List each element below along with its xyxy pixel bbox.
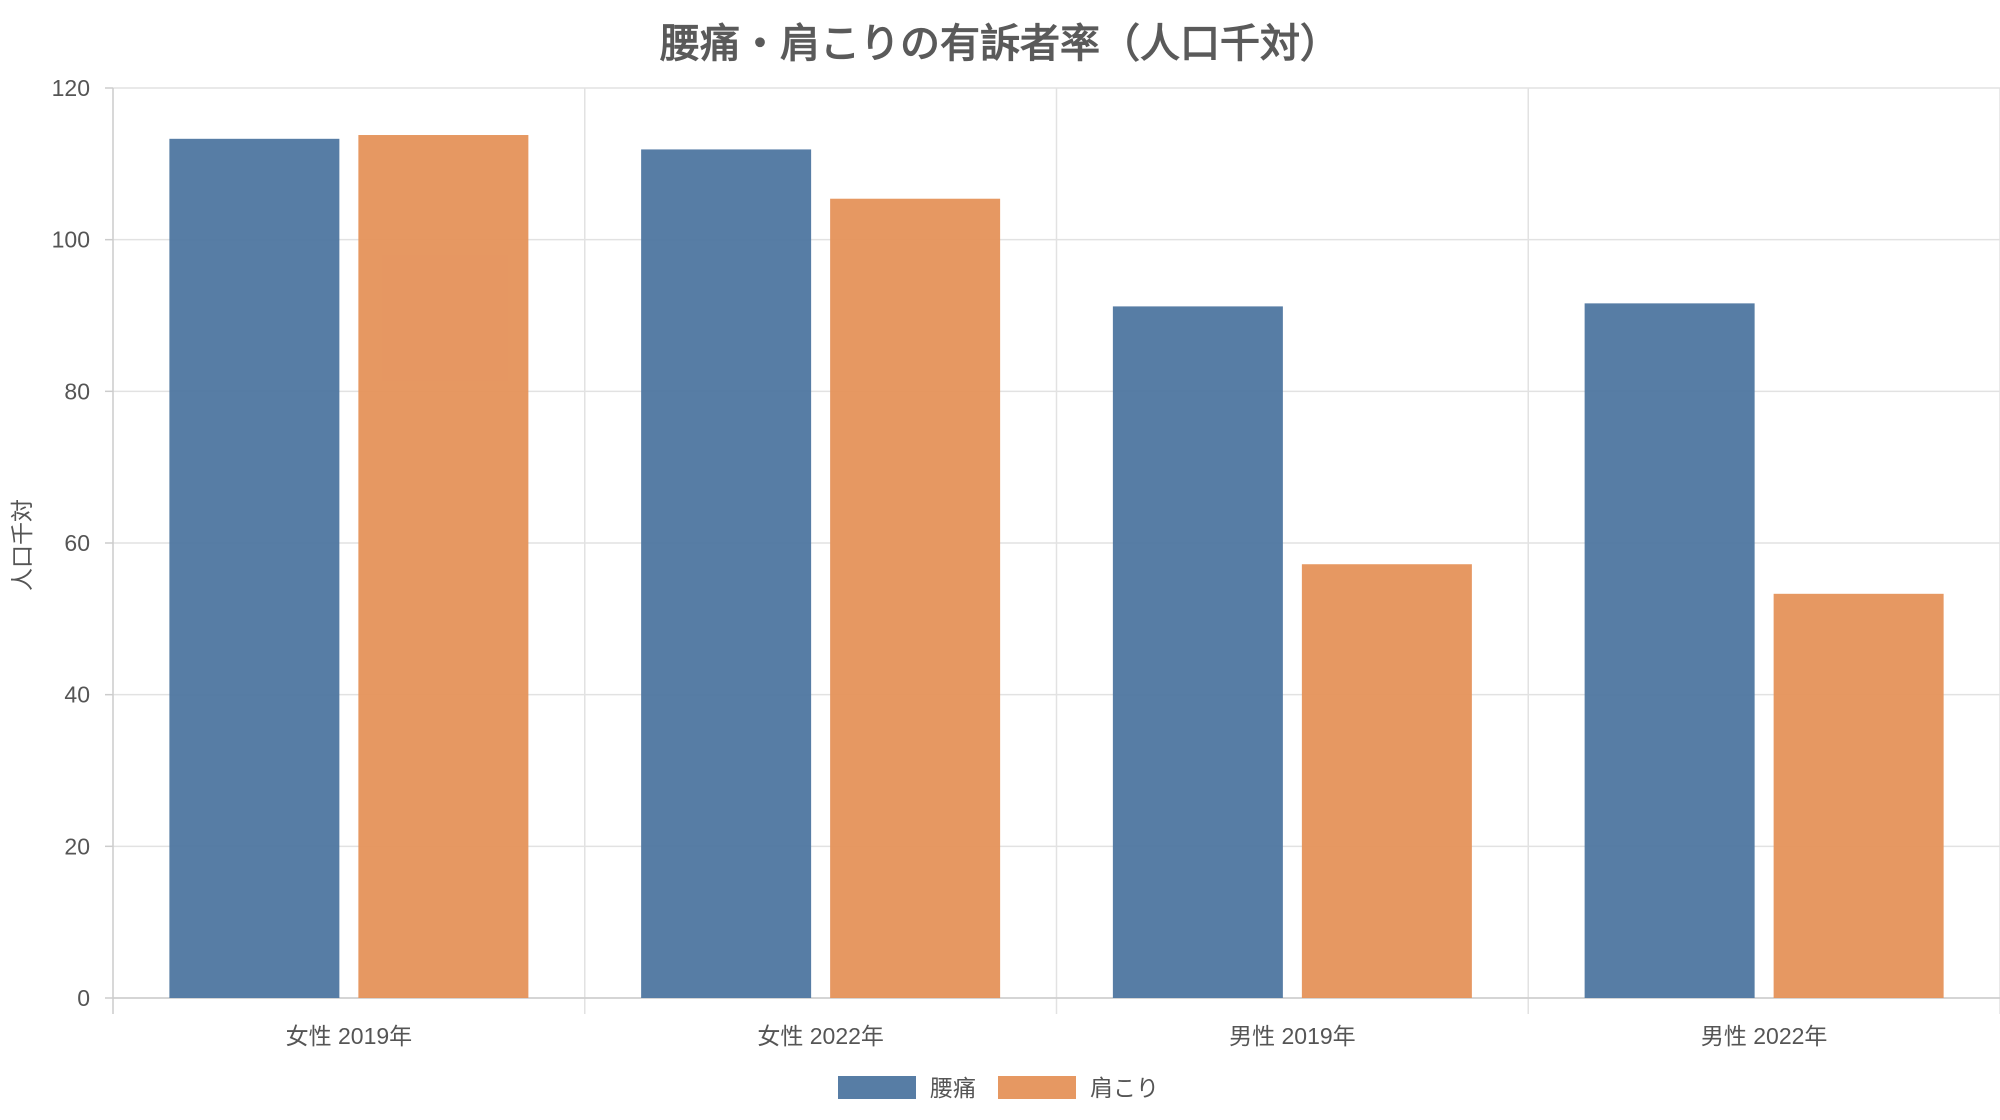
x-tick-label: 男性 2019年	[1229, 1023, 1356, 1049]
bar-lumbago	[1112, 306, 1283, 998]
legend-swatch	[998, 1076, 1076, 1099]
y-tick-label: 40	[64, 682, 90, 708]
y-tick-label: 100	[52, 227, 90, 253]
x-tick-label: 女性 2022年	[757, 1023, 884, 1049]
bar-stiff-shoulder	[358, 135, 529, 998]
y-tick-label: 120	[52, 75, 90, 101]
x-tick-label: 女性 2019年	[286, 1023, 413, 1049]
tick-labels: 0 20 40 60 80 100 120 女性 2019年 女性 2022年 男性 2019年 男…	[52, 75, 1828, 1049]
y-axis-title: 人口千対	[10, 499, 36, 591]
legend-label: 腰痛	[930, 1076, 976, 1102]
chart-title: 腰痛・肩こりの有訴者率（人口千対）	[659, 21, 1340, 67]
y-tick-label: 60	[64, 530, 90, 556]
bars	[169, 135, 1944, 999]
legend-swatch	[838, 1076, 916, 1099]
legend: 腰痛 肩こり	[838, 1076, 1159, 1102]
y-tick-label: 80	[64, 378, 90, 404]
y-tick-label: 0	[77, 985, 90, 1011]
bar-stiff-shoulder	[1773, 593, 1944, 998]
legend-label: 肩こり	[1090, 1076, 1159, 1102]
bar-lumbago	[169, 138, 340, 998]
y-tick-label: 20	[64, 833, 90, 859]
bar-stiff-shoulder	[1301, 564, 1472, 998]
x-tick-label: 男性 2022年	[1701, 1023, 1828, 1049]
bar-lumbago	[641, 149, 812, 999]
bar-stiff-shoulder	[830, 198, 1001, 998]
bar-lumbago	[1584, 303, 1755, 998]
